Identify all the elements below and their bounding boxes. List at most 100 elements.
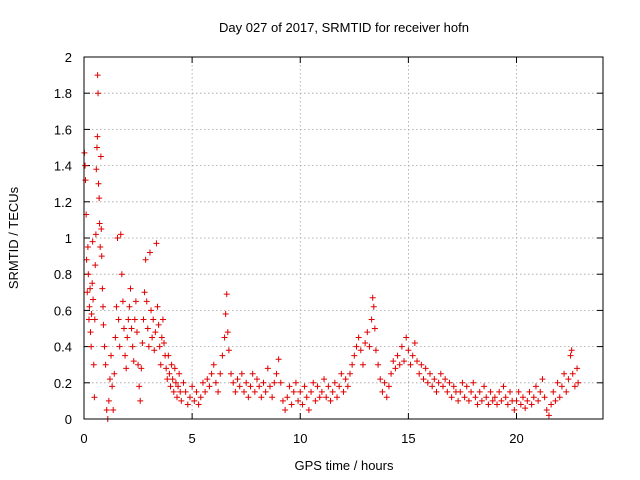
- data-point: [217, 370, 224, 377]
- data-point: [515, 388, 522, 395]
- data-point: [124, 334, 131, 341]
- data-point: [500, 383, 507, 390]
- data-point: [101, 343, 108, 350]
- data-point: [238, 370, 245, 377]
- data-point: [254, 376, 260, 383]
- data-point: [144, 325, 151, 332]
- data-point: [554, 379, 561, 386]
- data-point: [206, 383, 213, 390]
- data-point: [95, 180, 102, 187]
- data-point: [569, 370, 576, 377]
- data-point: [401, 358, 408, 365]
- data-point: [114, 235, 121, 241]
- data-point: [366, 343, 373, 350]
- data-point: [470, 379, 477, 386]
- data-point: [344, 383, 351, 390]
- data-point: [468, 388, 475, 395]
- data-point: [446, 379, 453, 386]
- data-point: [411, 339, 418, 346]
- x-tick-label: 20: [509, 431, 523, 446]
- data-point: [519, 394, 526, 401]
- data-point: [437, 370, 444, 377]
- data-point: [132, 298, 139, 305]
- data-point: [290, 388, 297, 395]
- data-point: [273, 370, 280, 377]
- data-point: [476, 388, 483, 395]
- data-point: [262, 388, 269, 395]
- data-point: [377, 376, 384, 383]
- data-point: [100, 321, 107, 328]
- data-point: [98, 225, 105, 232]
- data-point: [161, 339, 168, 346]
- x-tick-label: 0: [80, 431, 87, 446]
- data-point: [271, 379, 278, 386]
- data-point: [170, 388, 177, 395]
- data-point: [392, 365, 399, 372]
- data-point: [82, 162, 89, 169]
- data-point: [228, 370, 235, 377]
- data-point: [539, 376, 546, 383]
- data-point: [502, 394, 509, 401]
- data-point: [571, 383, 578, 390]
- data-point: [427, 370, 433, 377]
- data-point: [565, 376, 572, 383]
- data-point: [171, 365, 178, 372]
- data-point: [169, 376, 176, 383]
- y-axis-label: SRMTID / TECUs: [6, 186, 21, 289]
- data-point: [256, 383, 263, 390]
- data-point: [474, 401, 481, 408]
- data-point: [93, 166, 100, 173]
- data-point: [110, 406, 117, 413]
- plot-frame: [83, 56, 604, 420]
- data-point: [87, 285, 94, 292]
- data-point: [130, 358, 137, 365]
- data-point: [321, 376, 328, 383]
- data-point: [481, 383, 488, 390]
- data-point: [103, 406, 110, 413]
- data-point: [92, 231, 99, 238]
- data-point: [202, 388, 209, 395]
- data-point: [299, 401, 306, 408]
- data-point: [193, 388, 200, 395]
- data-point: [128, 325, 135, 332]
- data-point: [95, 90, 102, 97]
- data-point: [398, 343, 405, 350]
- data-point: [99, 285, 106, 292]
- data-point: [100, 303, 107, 310]
- data-point: [109, 383, 116, 390]
- data-point: [236, 383, 243, 390]
- data-point: [264, 365, 271, 372]
- data-point: [204, 376, 211, 383]
- y-tick-label: 1.8: [54, 86, 72, 101]
- y-tick-label: 2: [65, 50, 72, 65]
- data-point: [574, 365, 581, 372]
- data-point: [277, 379, 284, 386]
- data-point: [222, 311, 229, 318]
- data-point: [394, 352, 401, 359]
- data-point: [154, 303, 161, 310]
- data-point: [526, 388, 533, 395]
- data-point: [364, 329, 371, 336]
- data-point: [82, 177, 89, 184]
- data-point: [491, 394, 498, 401]
- data-point: [116, 343, 123, 350]
- data-point: [288, 401, 295, 408]
- data-point: [409, 352, 416, 359]
- data-point: [405, 347, 412, 354]
- data-point: [199, 379, 206, 386]
- data-point: [487, 388, 494, 395]
- data-point: [357, 347, 364, 354]
- data-point: [532, 383, 539, 390]
- data-point: [368, 316, 375, 323]
- data-point: [424, 379, 431, 386]
- data-point: [118, 271, 125, 278]
- data-point: [556, 394, 563, 401]
- data-point: [150, 316, 157, 323]
- data-point: [528, 401, 535, 408]
- data-point: [88, 343, 95, 350]
- x-tick-label: 5: [189, 431, 196, 446]
- data-point: [435, 379, 442, 386]
- data-point: [148, 307, 155, 314]
- data-point: [496, 388, 503, 395]
